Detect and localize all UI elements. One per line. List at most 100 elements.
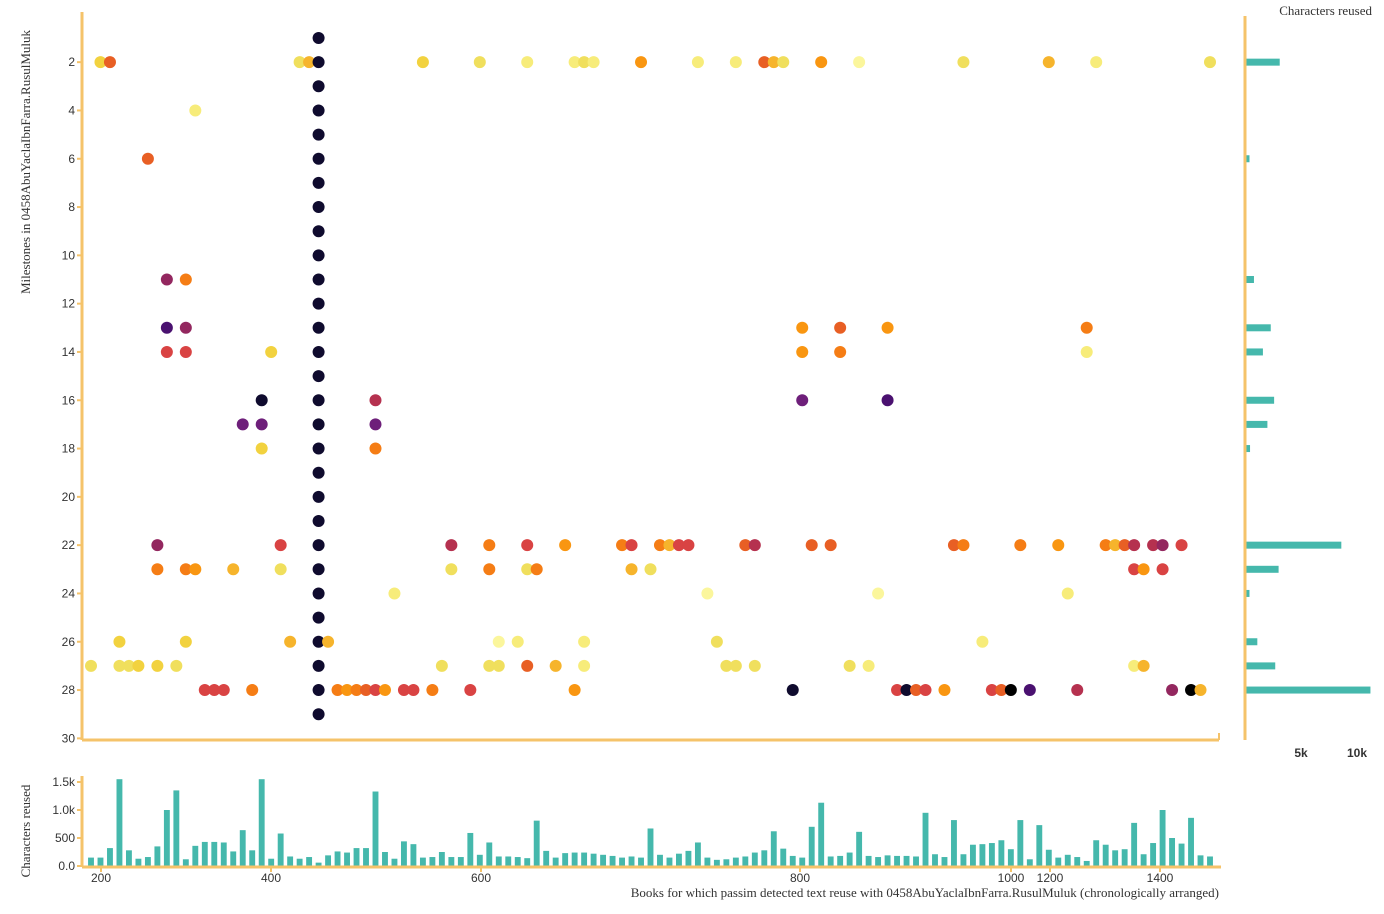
scatter-point [881,321,894,334]
scatter-point [1166,684,1179,697]
scatter-point [521,563,534,576]
scatter-point [957,56,970,69]
scatter-point [179,273,192,286]
book-bar [676,853,682,866]
milestone-bar-x-tick-label: 5k [1294,746,1308,760]
scatter-point [246,684,259,697]
scatter-y-tick-label: 12 [62,297,76,311]
scatter-point [947,539,960,552]
scatter-point [587,56,600,69]
scatter-point [312,659,325,672]
scatter-point [312,539,325,552]
book-bar [751,852,758,866]
scatter-point [426,684,439,697]
scatter-point [312,563,325,576]
scatter-point [1004,684,1017,697]
milestone-bar [1245,565,1279,573]
book-bar [467,832,474,866]
book-bar-panel [88,779,1213,866]
book-bar [1093,840,1100,866]
bar-x-tick-label: 800 [790,871,810,885]
scatter-point [141,152,154,165]
book-bar [704,857,711,866]
scatter-point [236,418,249,431]
scatter-point [312,442,325,455]
book-bar [1159,810,1166,866]
scatter-point [312,418,325,431]
scatter-y-tick-label: 2 [68,55,75,69]
scatter-point [625,539,638,552]
scatter-point [255,394,268,407]
scatter-point [189,104,202,117]
book-bar [363,848,369,866]
scatter-y-tick-label: 16 [62,393,76,407]
scatter-point [312,128,325,141]
book-bar [761,850,768,866]
book-bar [846,852,853,866]
milestone-bar [1245,155,1250,163]
book-bar [988,843,995,866]
scatter-point [1137,659,1150,672]
scatter-point [113,659,126,672]
scatter-point [1128,539,1141,552]
scatter-point [160,273,173,286]
scatter-point [189,563,202,576]
bar-y-tick-label: 500 [55,831,75,845]
scatter-point [796,321,809,334]
milestone-bar [1245,58,1280,66]
book-bar [410,844,417,866]
scatter-point [312,80,325,93]
scatter-point [160,321,173,334]
book-bar [619,857,625,866]
milestone-bar [1245,348,1263,356]
scatter-point [625,563,638,576]
scatter-point [151,659,164,672]
book-bar [419,857,426,866]
scatter-y-tick-label: 20 [62,490,76,504]
book-bar [922,812,929,866]
scatter-point [416,56,429,69]
scatter-point [255,442,268,455]
scatter-point [511,635,524,648]
scatter-point [369,442,382,455]
scatter-point [445,539,458,552]
book-bar [600,854,607,866]
book-bar [125,850,132,866]
scatter-point [483,539,496,552]
book-bar [666,857,673,866]
scatter-point [815,56,828,69]
scatter-point [407,684,420,697]
scatter-point [284,635,297,648]
scatter-point [616,539,629,552]
scatter-point [1128,563,1141,576]
scatter-point [312,490,325,503]
scatter-point [312,708,325,721]
book-bar [88,857,94,866]
scatter-point [397,684,410,697]
scatter-point [312,225,325,238]
book-bar [1045,849,1052,866]
book-bar [865,855,872,866]
scatter-point [312,370,325,383]
scatter-point [265,345,278,358]
book-bar [837,855,844,866]
scatter-point [312,611,325,624]
milestone-bar [1245,589,1250,597]
scatter-point [255,418,268,431]
scatter-point [796,394,809,407]
book-bar [306,857,313,866]
bar-y-tick-label: 1.0k [52,803,76,817]
scatter-point [1071,684,1084,697]
milestone-bar [1245,686,1371,694]
scatter-point [312,249,325,262]
scatter-point [1080,345,1093,358]
scatter-point [312,297,325,310]
book-bar [932,854,938,866]
bar-x-tick-label: 200 [91,871,111,885]
scatter-point [758,56,771,69]
book-bar [1102,844,1109,866]
milestone-bar-panel [1245,58,1371,694]
scatter-point [369,394,382,407]
book-bar [524,858,531,866]
milestone-bar [1245,638,1258,646]
